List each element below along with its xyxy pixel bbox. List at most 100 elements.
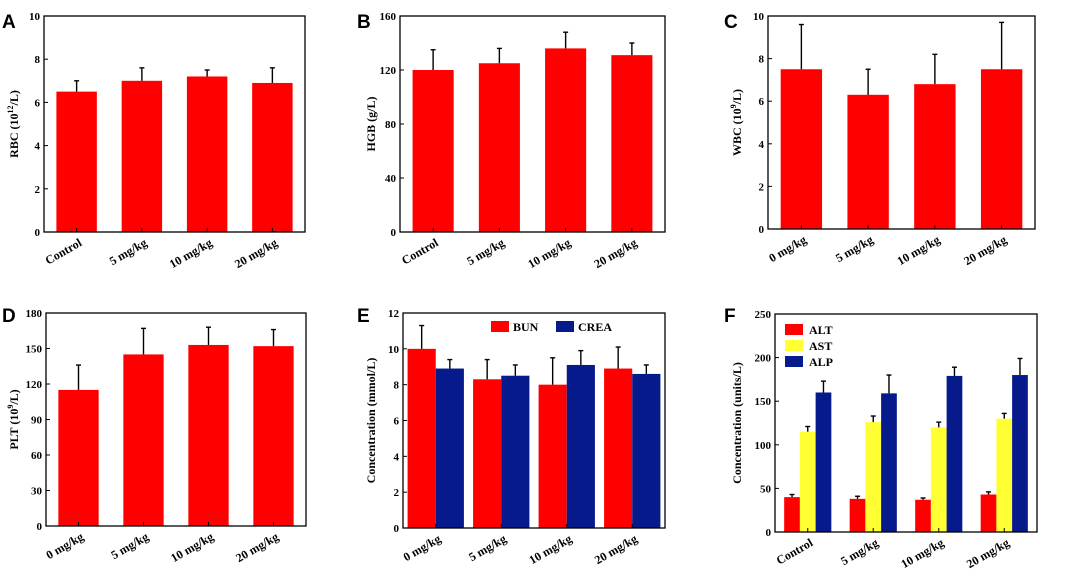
y-axis-label-text: PLT (10 xyxy=(7,409,21,450)
legend-swatch-bun xyxy=(491,321,509,332)
y-tick-label: 200 xyxy=(755,353,772,365)
bar-ast-2 xyxy=(930,427,947,532)
y-axis-label-text: WBC (10 xyxy=(730,108,744,156)
legend-swatch-ast xyxy=(785,340,803,351)
x-tick-label: 0 mg/kg xyxy=(766,232,809,265)
bar-hgb-2 xyxy=(545,48,587,233)
y-tick-label: 10 xyxy=(753,11,765,23)
panel-D: D 0 30 60 90 120 150 180 0 mg/kg 5 mg/kg 10 mg/kg 2… xyxy=(2,306,307,565)
y-axis-label-text: HGB (g/L) xyxy=(364,96,378,151)
y-axis-label-unit: /L) xyxy=(7,90,21,106)
bar-plt-1 xyxy=(123,354,164,526)
x-tick-label: 10 mg/kg xyxy=(167,235,215,271)
legend-swatch-crea xyxy=(556,321,574,332)
y-tick-label: 0 xyxy=(35,227,41,239)
y-tick-label: 250 xyxy=(755,309,772,321)
y-axis-label: HGB (g/L) xyxy=(364,96,378,151)
y-axis-label-unit: /L) xyxy=(7,389,21,405)
y-tick-label: 50 xyxy=(760,483,772,495)
plot-frame xyxy=(767,15,1036,230)
y-tick-label: 80 xyxy=(385,119,397,131)
y-tick-label: 150 xyxy=(26,344,43,356)
x-tick-label: 10 mg/kg xyxy=(527,531,575,567)
bar-alp-0 xyxy=(815,392,832,532)
panel-C: C 0 2 4 6 8 10 0 mg/kg 5 mg/kg 10 mg/kg 20 mg/kg WB… xyxy=(724,11,1036,268)
bar-alt-1 xyxy=(849,498,866,532)
bar-bun-2 xyxy=(538,384,567,528)
y-tick-label: 0 xyxy=(37,521,43,533)
x-tick-label: 5 mg/kg xyxy=(464,235,507,268)
panel-E: E 0 2 4 6 8 10 12 0 mg/kg 5 mg/kg 10 mg/kg 20 mg/kg… xyxy=(357,306,666,567)
x-tick-label: 20 mg/kg xyxy=(592,235,640,271)
bar-wbc-2 xyxy=(914,84,956,229)
legend-label-ast: AST xyxy=(809,339,832,353)
y-tick-label: 6 xyxy=(35,97,41,109)
x-tick-label: 10 mg/kg xyxy=(168,529,216,565)
y-tick-label: 0 xyxy=(766,527,772,539)
x-tick-label: 20 mg/kg xyxy=(964,535,1012,571)
bar-alp-3 xyxy=(1012,375,1028,532)
x-tick-label: 5 mg/kg xyxy=(107,235,150,268)
y-tick-label: 4 xyxy=(394,451,400,463)
bar-bun-3 xyxy=(604,368,633,528)
y-axis-label-unit: /L) xyxy=(730,89,744,105)
bar-alt-0 xyxy=(784,497,800,532)
x-tick-label: 10 mg/kg xyxy=(525,235,573,271)
panel-letter: C xyxy=(724,12,738,33)
y-tick-label: 40 xyxy=(385,173,397,185)
y-tick-label: 2 xyxy=(35,184,41,196)
panel-A: A 0 2 4 6 8 10 Control 5 mg/kg 10 mg/kg 20 mg/kg RB… xyxy=(2,11,306,271)
x-tick-label: 20 mg/kg xyxy=(592,531,640,567)
y-tick-label: 10 xyxy=(29,11,41,23)
y-axis-label: WBC (109/L) xyxy=(729,89,744,156)
y-tick-label: 120 xyxy=(26,379,43,391)
plot-frame xyxy=(774,313,1038,533)
panel-letter: F xyxy=(724,306,736,327)
y-axis-label-text: Concentration (mmol/L) xyxy=(364,358,378,484)
y-axis-label-text: RBC (10 xyxy=(7,114,21,158)
y-axis-label: Concentration (mmol/L) xyxy=(364,358,378,484)
x-tick-label: 10 mg/kg xyxy=(895,232,943,268)
y-axis-label: RBC (1012/L) xyxy=(6,90,21,158)
bar-rbc-0 xyxy=(56,91,97,232)
x-tick-label: 5 mg/kg xyxy=(108,529,151,562)
panel-F: F 0 50 100 150 200 250 Control 5 mg/kg 10 mg/kg 20… xyxy=(724,306,1038,571)
panel-letter: E xyxy=(357,306,370,327)
y-axis-label: Concentration (units/L) xyxy=(730,362,744,484)
legend-swatch-alp xyxy=(785,356,803,367)
legend-label-alt: ALT xyxy=(809,323,833,337)
y-tick-label: 160 xyxy=(380,11,397,23)
legend-label-alp: ALP xyxy=(809,355,833,369)
legend-label-bun: BUN xyxy=(513,320,539,334)
x-tick-label: 5 mg/kg xyxy=(466,531,509,564)
panel-letter: B xyxy=(357,12,371,33)
y-axis-label-sup: 9 xyxy=(729,104,738,108)
bar-wbc-3 xyxy=(980,69,1023,229)
y-tick-label: 8 xyxy=(759,54,765,66)
y-axis-label-sup: 12 xyxy=(6,106,15,114)
y-tick-label: 120 xyxy=(380,65,397,77)
y-tick-label: 2 xyxy=(759,181,765,193)
y-tick-label: 2 xyxy=(394,487,400,499)
y-axis-label-sup: 9 xyxy=(6,405,15,409)
y-tick-label: 150 xyxy=(755,396,772,408)
x-tick-label: 0 mg/kg xyxy=(401,531,444,564)
bar-ast-1 xyxy=(865,422,882,532)
bar-ast-0 xyxy=(799,431,816,532)
y-tick-label: 60 xyxy=(31,450,43,462)
x-tick-label: 0 mg/kg xyxy=(43,529,86,562)
y-tick-label: 10 xyxy=(388,344,400,356)
plot-frame xyxy=(43,15,306,233)
bar-plt-0 xyxy=(58,389,99,526)
bar-bun-1 xyxy=(473,379,502,528)
y-axis-label: PLT (109/L) xyxy=(6,389,21,449)
bar-plt-2 xyxy=(188,344,229,526)
bar-alt-3 xyxy=(980,494,997,532)
bar-hgb-1 xyxy=(478,63,520,232)
bar-ast-3 xyxy=(996,418,1013,532)
panel-B: B 0 40 80 120 160 Control 5 mg/kg 10 mg/kg 20 mg/… xyxy=(357,11,666,271)
bar-wbc-0 xyxy=(780,69,823,229)
bar-crea-0 xyxy=(435,368,464,528)
legend-swatch-alt xyxy=(785,324,803,335)
